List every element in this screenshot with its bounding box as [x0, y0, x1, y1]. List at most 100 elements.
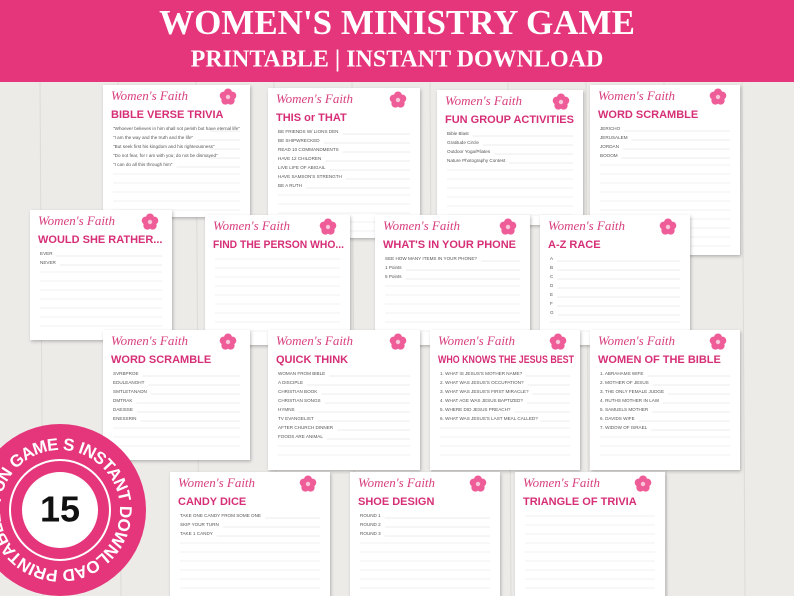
card-title: BIBLE VERSE TRIVIA — [111, 109, 224, 121]
card-brand: Women's Faith — [383, 218, 460, 233]
card-title: A-Z RACE — [548, 239, 601, 251]
card-line: DMTRAK — [113, 398, 133, 403]
card-title: CANDY DICE — [178, 496, 246, 508]
card-line: JERUSALEM — [600, 135, 628, 140]
flower-center — [147, 219, 153, 225]
flower-petal — [389, 336, 398, 345]
card-line: HYMNS — [278, 407, 295, 412]
card: Women's Faith QUICK THINK WOMAN FROM BIBLE… — [268, 330, 420, 470]
card-line: 5. WHERE DID JESUS PREACH? — [440, 407, 511, 412]
card-line: 4. RUTHS MOTHER IN LAW — [600, 398, 660, 403]
card-line: D — [550, 283, 554, 288]
card-paper — [103, 85, 250, 217]
card-brand: Women's Faith — [38, 213, 115, 228]
card-brand: Women's Faith — [598, 333, 675, 348]
card-line: 4. WHAT AGE WAS JESUS BAPTIZED? — [440, 398, 523, 403]
card-paper — [375, 215, 530, 345]
card-line: TV EVANGELIST — [278, 416, 314, 421]
card-title: FIND THE PERSON WHO... — [213, 239, 344, 251]
card-line: F — [550, 301, 553, 306]
card-line: E — [550, 292, 553, 297]
card-line: "I can do all this through him" — [113, 162, 173, 167]
card-line: 5 Points — [385, 274, 402, 279]
card: Women's Faith TRIANGLE OF TRIVIA — [515, 472, 665, 596]
flower-petal — [709, 91, 718, 100]
card-line: G — [550, 310, 554, 315]
card-paper — [430, 330, 580, 470]
flower-petal — [389, 94, 398, 103]
card: Women's Faith WOMEN OF THE BIBLE 1. ABRAHA… — [590, 330, 740, 470]
card-line: JORDAN — [600, 144, 619, 149]
card-brand: Women's Faith — [548, 218, 625, 233]
card: Women's Faith SHOE DESIGN ROUND 1 ROUND 2 RO… — [350, 472, 500, 596]
card-line: A DISCIPLE — [278, 380, 303, 385]
card-paper — [103, 330, 250, 460]
card-line: "But seek first his kingdom and his righ… — [113, 144, 215, 149]
card-title: WOULD SHE RATHER... — [38, 234, 162, 246]
card: Women's Faith BIBLE VERSE TRIVIA "Whoever … — [103, 85, 250, 217]
card-paper — [437, 90, 583, 225]
card-title: WOMEN OF THE BIBLE — [598, 354, 721, 366]
card-line: B — [550, 265, 553, 270]
card-brand: Women's Faith — [445, 93, 522, 108]
card-line: Bible Blast — [447, 131, 469, 136]
card-brand: Women's Faith — [358, 475, 435, 490]
flower-center — [325, 224, 331, 230]
header-title: WOMEN'S MINISTRY GAME — [159, 3, 635, 42]
card-line: JERICHO — [600, 126, 621, 131]
card-title: TRIANGLE OF TRIVIA — [523, 496, 637, 508]
flower-petal — [634, 478, 643, 487]
card-line: TAKE 1 CANDY — [180, 531, 213, 536]
flower-center — [225, 339, 231, 345]
card-title: FUN GROUP ACTIVITIES — [445, 114, 574, 126]
card-title: SHOE DESIGN — [358, 496, 434, 508]
card-line: EVER — [40, 251, 53, 256]
card-line: EDULEANOHT — [113, 380, 145, 385]
card-line: LIVE LIFE OF ABIGAIL — [278, 165, 326, 170]
flower-center — [715, 339, 721, 345]
card-line: BE SHIPWRECKED — [278, 138, 320, 143]
flower-center — [555, 339, 561, 345]
card-line: C — [550, 274, 554, 279]
card: Women's Faith FUN GROUP ACTIVITIES Bible B… — [437, 90, 583, 225]
card-line: ROUND 1 — [360, 513, 381, 518]
flower-petal — [552, 96, 561, 105]
card-brand: Women's Faith — [213, 218, 290, 233]
badge-ring — [9, 459, 111, 561]
card-line: 1. ABRAHAMS WIFE — [600, 371, 643, 376]
card-line: CHRISTIAN SONGS — [278, 398, 321, 403]
card-line: ROUND 2 — [360, 522, 381, 527]
flower-center — [558, 99, 564, 105]
card-line: SKIP YOUR TURN — [180, 522, 219, 527]
card-title: WHO KNOWS THE JESUS BEST — [438, 354, 574, 366]
flower-center — [395, 97, 401, 103]
card-line: 1 Points — [385, 265, 402, 270]
card-line: HAVE 12 CHILDREN — [278, 156, 321, 161]
card-line: CHRISTIAN BOOK — [278, 389, 318, 394]
card-line: 7. WIDOW OF ISRAEL — [600, 425, 648, 430]
flower-center — [665, 224, 671, 230]
card-line: SMTLETANADN — [113, 389, 147, 394]
card-line: AFTER CHURCH DINNER — [278, 425, 334, 430]
card-brand: Women's Faith — [178, 475, 255, 490]
card: Women's Faith WHAT'S IN YOUR PHONE SEE HOW… — [375, 215, 530, 345]
flower-center — [640, 481, 646, 487]
card-title: THIS or THAT — [276, 112, 347, 124]
card-title: WORD SCRAMBLE — [111, 354, 211, 366]
header-banner — [0, 0, 794, 82]
card-line: Gratitude Circle — [447, 140, 479, 145]
card-line: TAKE ONE CANDY FROM SOME ONE — [180, 513, 261, 518]
card-paper — [540, 215, 690, 345]
flower-petal — [659, 221, 668, 230]
cards: Women's Faith BIBLE VERSE TRIVIA "Whoever … — [30, 85, 740, 596]
card-brand: Women's Faith — [111, 333, 188, 348]
card: Women's Faith CANDY DICE TAKE ONE CANDY FR… — [170, 472, 330, 596]
card-line: 2. MOTHER OF JESUS — [600, 380, 649, 385]
card-line: BOOOM — [600, 153, 618, 158]
card-line: "Do not fear, for I am with you; do not … — [113, 153, 218, 158]
card-title: WHAT'S IN YOUR PHONE — [383, 239, 516, 251]
card-line: Outdoor Yoga/Pilates — [447, 149, 491, 154]
card-paper — [30, 210, 172, 340]
flower-petal — [299, 478, 308, 487]
flower-petal — [319, 221, 328, 230]
